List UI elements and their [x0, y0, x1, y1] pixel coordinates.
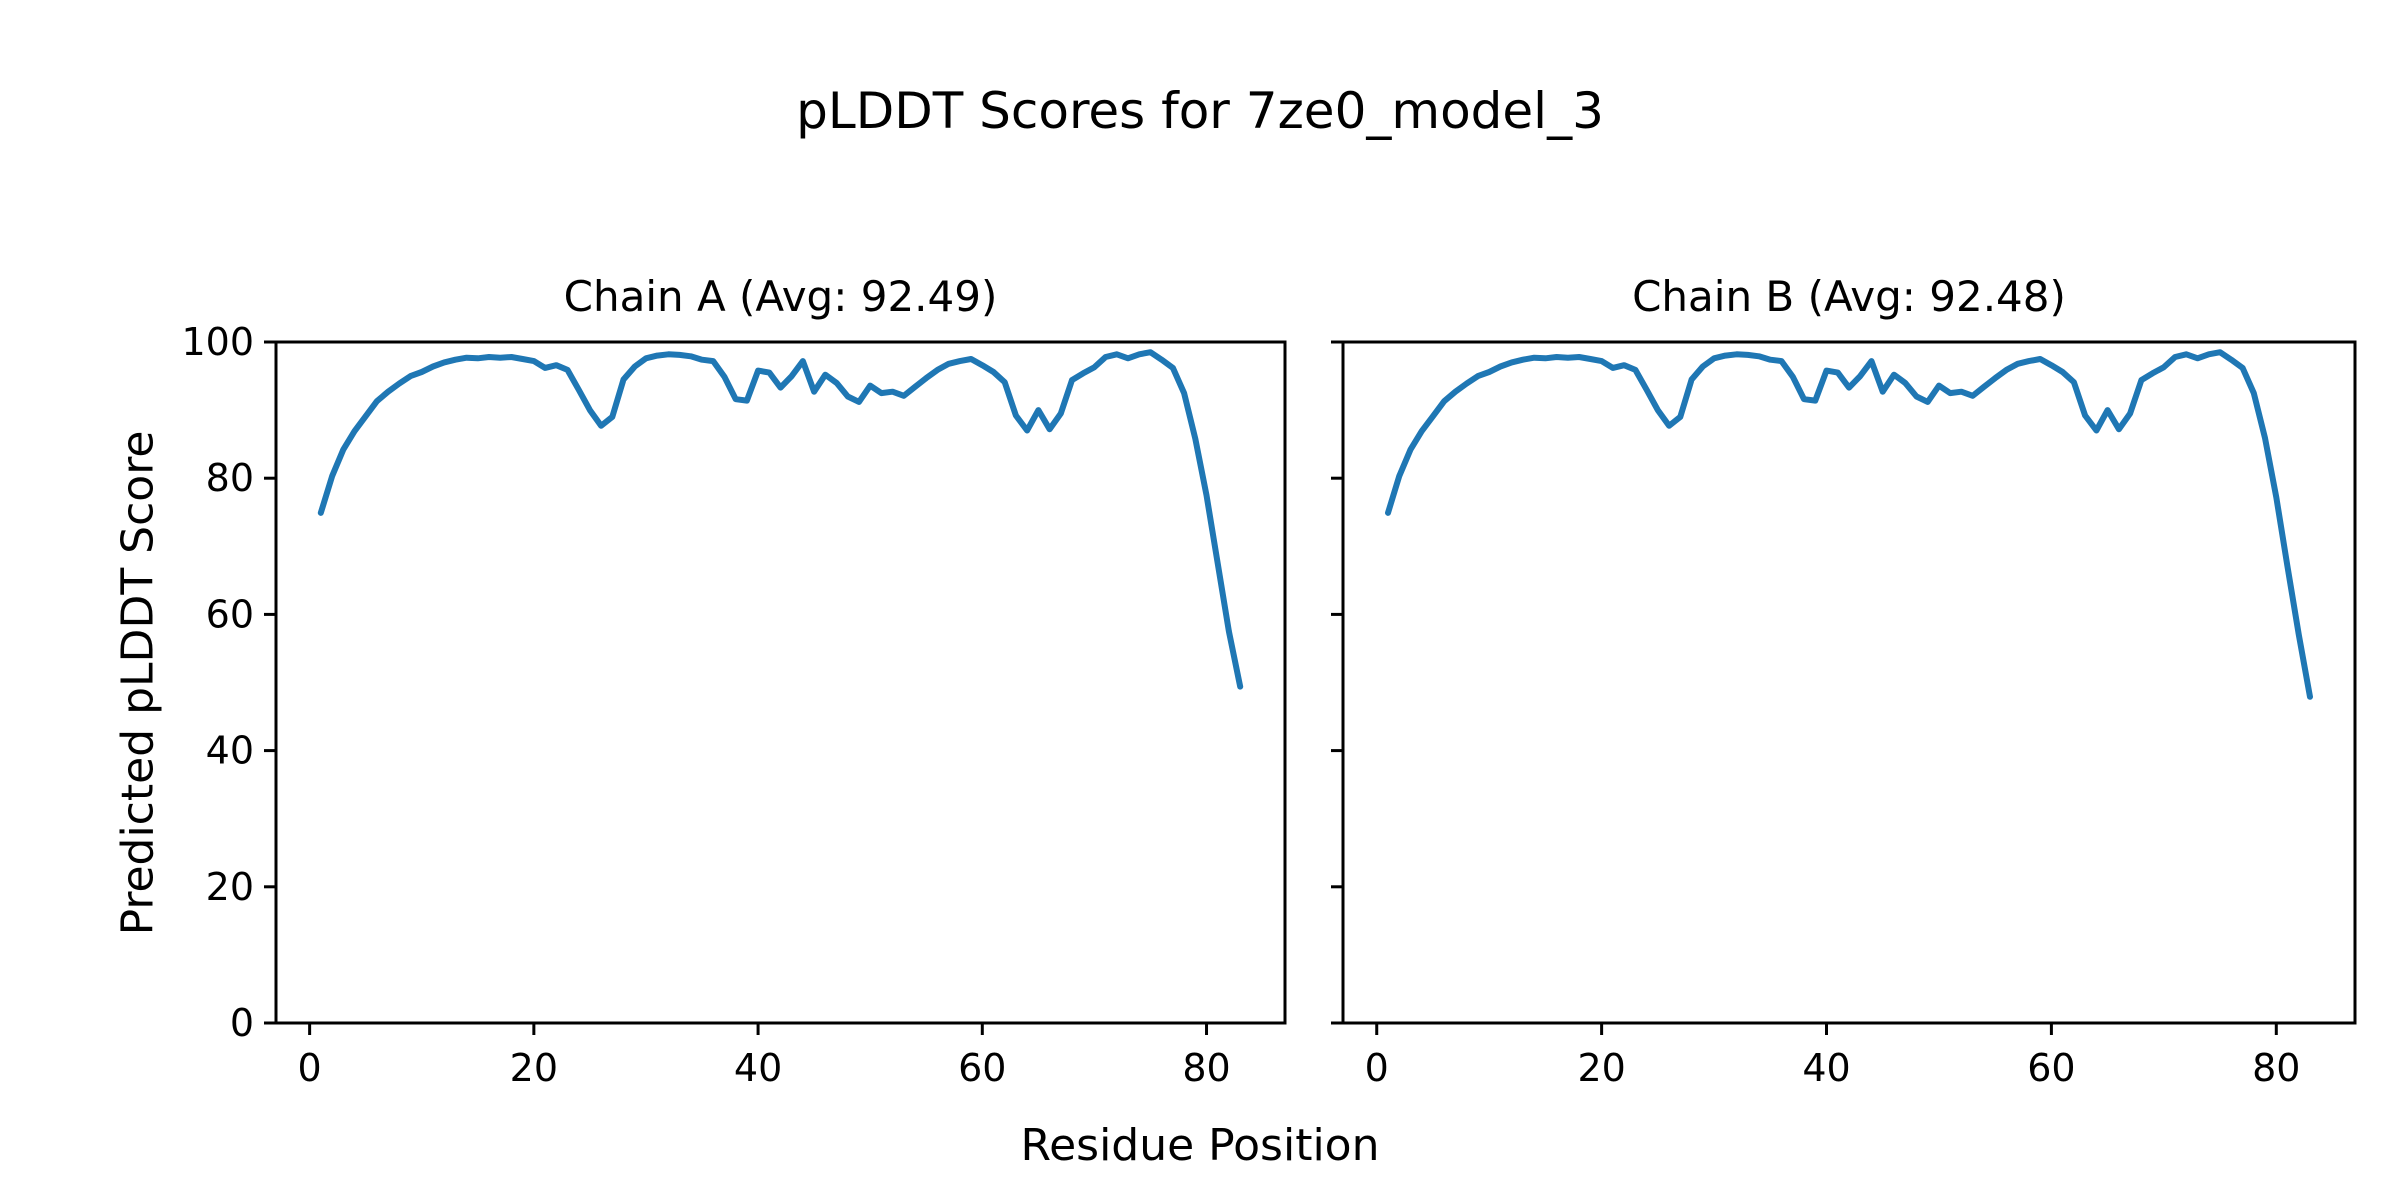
x-tick-label: 40 [1802, 1046, 1850, 1090]
plddt-line-chain-a [317, 349, 1244, 690]
figure-title: pLDDT Scores for 7ze0_model_3 [796, 82, 1604, 140]
x-tick-label: 20 [510, 1046, 558, 1090]
y-axis-label: Predicted pLDDT Score [112, 430, 164, 936]
x-tick-label: 80 [1182, 1046, 1230, 1090]
subplot-chain-b: 0 20 40 60 80 [1331, 340, 2357, 1090]
x-tick-label: 0 [298, 1046, 322, 1090]
y-tick-label: 20 [206, 865, 254, 909]
x-tick-label: 0 [1365, 1046, 1389, 1090]
chain-b-title: Chain B (Avg: 92.48) [1632, 272, 2066, 321]
y-tick-label: 80 [206, 456, 254, 500]
y-tick-label: 100 [181, 320, 254, 364]
x-axis-label: Residue Position [1020, 1120, 1380, 1171]
axes-frame [1341, 340, 2357, 1025]
axes-frame [274, 340, 1287, 1025]
x-tick-label: 20 [1577, 1046, 1625, 1090]
y-tick-label: 40 [206, 729, 254, 773]
x-tick-label: 80 [2252, 1046, 2300, 1090]
x-tick-label: 40 [734, 1046, 782, 1090]
x-tick-label: 60 [958, 1046, 1006, 1090]
plddt-line-chain-b [1385, 349, 2313, 700]
chain-a-title: Chain A (Avg: 92.49) [563, 272, 998, 321]
y-tick-label: 60 [206, 592, 254, 636]
x-tick-label: 60 [2027, 1046, 2075, 1090]
subplot-chain-a: 0 20 40 60 80 0 20 40 60 80 100 [181, 320, 1287, 1090]
y-tick-label: 0 [230, 1001, 254, 1045]
